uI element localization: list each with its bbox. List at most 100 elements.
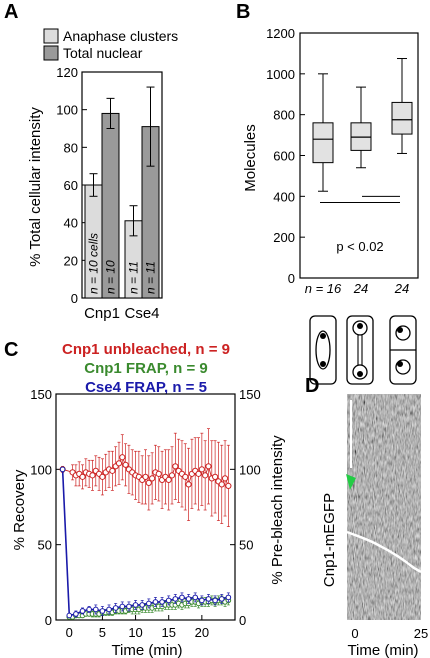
- panel-c-x-tick-label: 10: [128, 625, 142, 640]
- panel-b-y-tick-label: 0: [288, 271, 295, 286]
- panel-c-data-point: [212, 473, 219, 480]
- panel-c-data-point: [73, 611, 79, 617]
- panel-c-data-point: [185, 481, 192, 488]
- legend-label-anaphase: Anaphase clusters: [63, 28, 178, 44]
- panel-c-data-point: [139, 602, 145, 608]
- panel-c-data-point: [225, 594, 232, 601]
- cell-icon-divided-nuclei: [389, 315, 417, 385]
- panel-b-y-tick-label: 800: [273, 108, 295, 123]
- panel-c-data-point: [146, 600, 152, 607]
- panel-c-x-tick-label: 15: [161, 625, 175, 640]
- panel-c-x-axis-title: Time (min): [111, 642, 182, 658]
- panel-c-data-point: [119, 454, 126, 461]
- panel-c-data-point: [205, 596, 212, 602]
- cell-icon-anaphase-nucleus: [346, 315, 374, 385]
- panel-c-y-tick-label: 100: [30, 462, 52, 477]
- panel-c-data-point: [218, 596, 225, 602]
- panel-c-data-point: [119, 603, 126, 610]
- panel-c-data-point: [86, 606, 92, 613]
- legend-swatch-nuclear: [43, 45, 59, 61]
- panel-a-y-tick-label: 40: [64, 216, 78, 231]
- panel-c-data-point: [122, 461, 129, 468]
- panel-c-data-point: [199, 597, 205, 604]
- cell-icon-single-nucleus: [309, 315, 337, 385]
- panel-c-data-point: [115, 460, 123, 467]
- panel-c-y-tick-label-right: 100: [239, 462, 261, 477]
- panel-b-y-tick-label: 400: [273, 189, 295, 204]
- panel-c-data-point: [225, 482, 232, 490]
- panel-c-left-y-axis-title: % Recovery: [11, 469, 28, 550]
- panel-c-data-point: [99, 473, 106, 480]
- panel-b-n-label: n = 16: [305, 281, 342, 296]
- panel-c-data-point: [165, 597, 172, 604]
- panel-c-data-point: [132, 602, 139, 608]
- panel-c-x-tick-label: 20: [195, 625, 209, 640]
- panel-d-x-tick-25: 25: [414, 626, 428, 641]
- panel-a-n-label: n = 10: [104, 260, 118, 294]
- panel-c-data-point: [182, 473, 189, 480]
- panel-c-legend-entry: Cnp1 unbleached, n = 9: [62, 341, 230, 358]
- panel-c-y-tick-label-right: 50: [239, 538, 253, 553]
- panel-c-data-point: [205, 463, 212, 470]
- panel-c-y-tick-label: 0: [45, 613, 52, 628]
- panel-a-y-tick-label: 20: [64, 253, 78, 268]
- panel-c-data-point: [185, 596, 192, 602]
- panel-c-y-tick-label: 150: [30, 387, 52, 402]
- panel-c-y-tick-label-right: 0: [239, 613, 246, 628]
- panel-c-legend-entry: Cnp1 FRAP, n = 9: [84, 360, 208, 377]
- panel-b-box: [391, 101, 413, 135]
- panel-c-data-point: [112, 605, 119, 611]
- panel-a-n-label: n = 11: [127, 261, 141, 294]
- panel-c-data-point: [79, 608, 86, 614]
- panel-d-x-axis-title: Time (min): [347, 642, 418, 658]
- panel-a-y-axis-title: % Total cellular intensity: [27, 107, 44, 267]
- panel-a-y-tick-label: 100: [56, 103, 78, 118]
- panel-c-data-point: [221, 475, 229, 482]
- panel-c-data-point: [218, 481, 225, 488]
- panel-c-data-point: [202, 472, 209, 479]
- panel-c-line-chart: Cnp1 unbleached, n = 9 Cnp1 FRAP, n = 9 Cs…: [30, 341, 260, 640]
- panel-c-x-tick-label: 0: [66, 625, 73, 640]
- panel-c-data-point: [66, 612, 73, 619]
- panel-a-y-tick-label: 120: [56, 65, 78, 80]
- panel-a-n-label: n = 11: [144, 261, 158, 294]
- panel-c-data-point: [212, 597, 218, 604]
- panel-a-category-label: Cnp1: [84, 305, 120, 322]
- kymograph-image: [346, 394, 422, 620]
- panel-c-x-tick-label: 5: [99, 625, 106, 640]
- panel-c-data-point: [179, 594, 185, 601]
- panel-c-right-y-axis-title: % Pre-bleach intensity: [269, 435, 286, 585]
- panel-b-box: [312, 122, 334, 164]
- panel-b-pvalue: p < 0.02: [336, 239, 383, 254]
- panel-a-y-tick-label: 80: [64, 140, 78, 155]
- panel-c-plot-frame: [55, 393, 236, 621]
- arrowhead-marker-icon: [346, 474, 356, 490]
- panel-c-data-point: [172, 463, 179, 470]
- panel-c-data-point: [172, 596, 179, 602]
- legend-swatch-anaphase: [43, 28, 59, 44]
- panel-b-n-label: 24: [394, 281, 409, 296]
- panel-b-y-tick-label: 1000: [266, 67, 295, 82]
- legend-label-nuclear: Total nuclear: [63, 45, 143, 61]
- panel-c-data-point: [79, 473, 86, 480]
- panel-d-letter: D: [305, 375, 319, 397]
- panel-c-data-point: [149, 475, 156, 482]
- panel-c-letter: C: [4, 339, 18, 361]
- panel-b-n-label: 24: [353, 281, 368, 296]
- panel-c-data-point: [99, 608, 106, 614]
- panel-c-y-tick-label-right: 150: [239, 387, 261, 402]
- panel-c-data-point: [192, 594, 199, 601]
- panel-c-data-point: [195, 470, 202, 477]
- panel-a-y-tick-label: 60: [64, 178, 78, 193]
- panel-c-data-point: [198, 466, 205, 473]
- panel-c-data-point: [109, 467, 116, 474]
- panel-b-y-tick-label: 1200: [266, 26, 295, 41]
- panel-b-letter: B: [236, 1, 250, 23]
- panel-c-data-point: [89, 472, 96, 479]
- panel-b-box-plot: 0 200 400 600 800 1000 1200 n = 16 24 24: [266, 26, 419, 296]
- panel-b-y-tick-label: 600: [273, 149, 295, 164]
- panel-c-legend-entry: Cse4 FRAP, n = 5: [85, 379, 207, 396]
- panel-d-x-tick-0: 0: [351, 626, 358, 641]
- panel-a-y-tick-label: 0: [71, 291, 78, 306]
